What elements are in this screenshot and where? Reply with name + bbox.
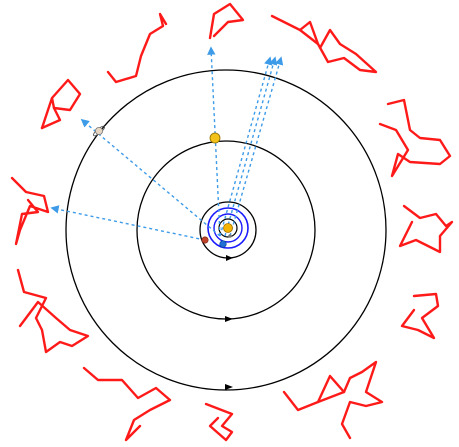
constellations (10, 2, 454, 442)
sun-icon (223, 223, 233, 233)
jupiter-icon (209, 132, 221, 144)
saturn-icon (93, 125, 105, 137)
constellation-top-right-1 (270, 14, 378, 74)
orbit-direction-arrow-icon (225, 384, 233, 390)
sight-lines (50, 46, 284, 241)
saturn-orbit (65, 69, 387, 391)
constellation-left-mid (10, 176, 50, 246)
sight-line-saturn (80, 118, 221, 237)
orbit-direction-arrow-icon (225, 316, 233, 322)
constellation-bottom (204, 402, 234, 442)
sight-line-jupiter (207, 46, 221, 237)
constellation-bottom-right (282, 360, 384, 440)
orbit-direction-arrow-icon (226, 255, 233, 261)
constellation-top-right-branch (298, 20, 320, 46)
orbit-direction-arrows (225, 255, 233, 390)
constellation-right-mid (398, 204, 454, 254)
constellation-bottom-left (82, 366, 172, 442)
constellation-top (208, 2, 245, 40)
constellation-left-upper (40, 78, 82, 130)
constellation-top-left (106, 12, 168, 84)
sight-line-mars (50, 205, 206, 241)
mars-icon (201, 236, 209, 244)
mercury-icon (228, 234, 232, 238)
sight-line-b (224, 56, 278, 237)
constellation-bottom-right-branch (316, 374, 346, 404)
constellation-left-lower (16, 268, 90, 354)
sight-line-a (219, 56, 273, 237)
constellation-right-upper (378, 98, 452, 178)
earth-orbit (207, 207, 249, 249)
sight-line-c (229, 56, 284, 237)
venus-orbit (213, 213, 243, 243)
bodies (93, 125, 233, 248)
earth-icon (219, 240, 227, 248)
constellation-left-upper-branch (40, 106, 62, 130)
constellation-right-lower (400, 292, 440, 340)
